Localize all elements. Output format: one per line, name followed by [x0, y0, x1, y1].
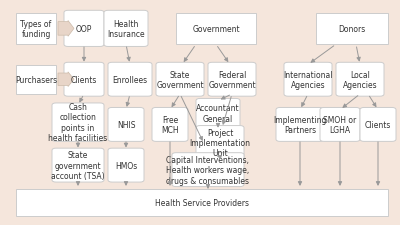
FancyBboxPatch shape: [16, 14, 56, 45]
Text: Capital Interventions,
Health workers wage,
drugs & consumables: Capital Interventions, Health workers wa…: [166, 155, 250, 185]
Text: State
Government: State Government: [156, 70, 204, 90]
FancyBboxPatch shape: [16, 65, 56, 94]
FancyBboxPatch shape: [108, 148, 144, 182]
FancyBboxPatch shape: [320, 108, 360, 142]
FancyBboxPatch shape: [64, 63, 104, 97]
Text: Accountant
General: Accountant General: [196, 104, 240, 123]
Text: Government: Government: [192, 25, 240, 34]
Text: Types of
funding: Types of funding: [20, 20, 52, 39]
Text: Implementing
Partners: Implementing Partners: [273, 115, 327, 135]
FancyBboxPatch shape: [108, 63, 152, 97]
Text: Enrollees: Enrollees: [112, 75, 148, 84]
FancyBboxPatch shape: [284, 63, 332, 97]
FancyBboxPatch shape: [360, 108, 396, 142]
FancyArrow shape: [58, 72, 74, 87]
FancyBboxPatch shape: [196, 126, 244, 160]
Text: HMOs: HMOs: [115, 161, 137, 170]
Text: Donors: Donors: [338, 25, 366, 34]
Text: Project
Implementation
Unit: Project Implementation Unit: [190, 128, 250, 158]
Text: Clients: Clients: [365, 120, 391, 129]
FancyBboxPatch shape: [64, 11, 104, 47]
FancyBboxPatch shape: [52, 104, 104, 142]
FancyBboxPatch shape: [16, 189, 388, 216]
FancyBboxPatch shape: [176, 14, 256, 45]
FancyArrow shape: [58, 21, 74, 37]
FancyBboxPatch shape: [156, 63, 204, 97]
Text: State
government
account (TSA): State government account (TSA): [51, 151, 105, 180]
FancyBboxPatch shape: [52, 148, 104, 182]
Text: Free
MCH: Free MCH: [161, 115, 179, 135]
Text: Purchasers: Purchasers: [15, 75, 57, 84]
Text: Clients: Clients: [71, 75, 97, 84]
FancyBboxPatch shape: [108, 108, 144, 142]
Text: Federal
Government: Federal Government: [208, 70, 256, 90]
FancyBboxPatch shape: [336, 63, 384, 97]
Text: NHIS: NHIS: [117, 120, 135, 129]
FancyBboxPatch shape: [316, 14, 388, 45]
Text: SMOH or
LGHA: SMOH or LGHA: [323, 115, 357, 135]
FancyBboxPatch shape: [104, 11, 148, 47]
FancyBboxPatch shape: [208, 63, 256, 97]
Text: Local
Agencies: Local Agencies: [343, 70, 377, 90]
FancyBboxPatch shape: [196, 99, 240, 128]
Text: Health
Insurance: Health Insurance: [107, 20, 145, 39]
Text: International
Agencies: International Agencies: [283, 70, 333, 90]
Text: OOP: OOP: [76, 25, 92, 34]
FancyBboxPatch shape: [172, 153, 244, 187]
Text: Health Service Providers: Health Service Providers: [155, 198, 249, 207]
FancyBboxPatch shape: [152, 108, 188, 142]
FancyBboxPatch shape: [276, 108, 324, 142]
Text: Cash
collection
points in
health facilities: Cash collection points in health facilit…: [48, 103, 108, 143]
